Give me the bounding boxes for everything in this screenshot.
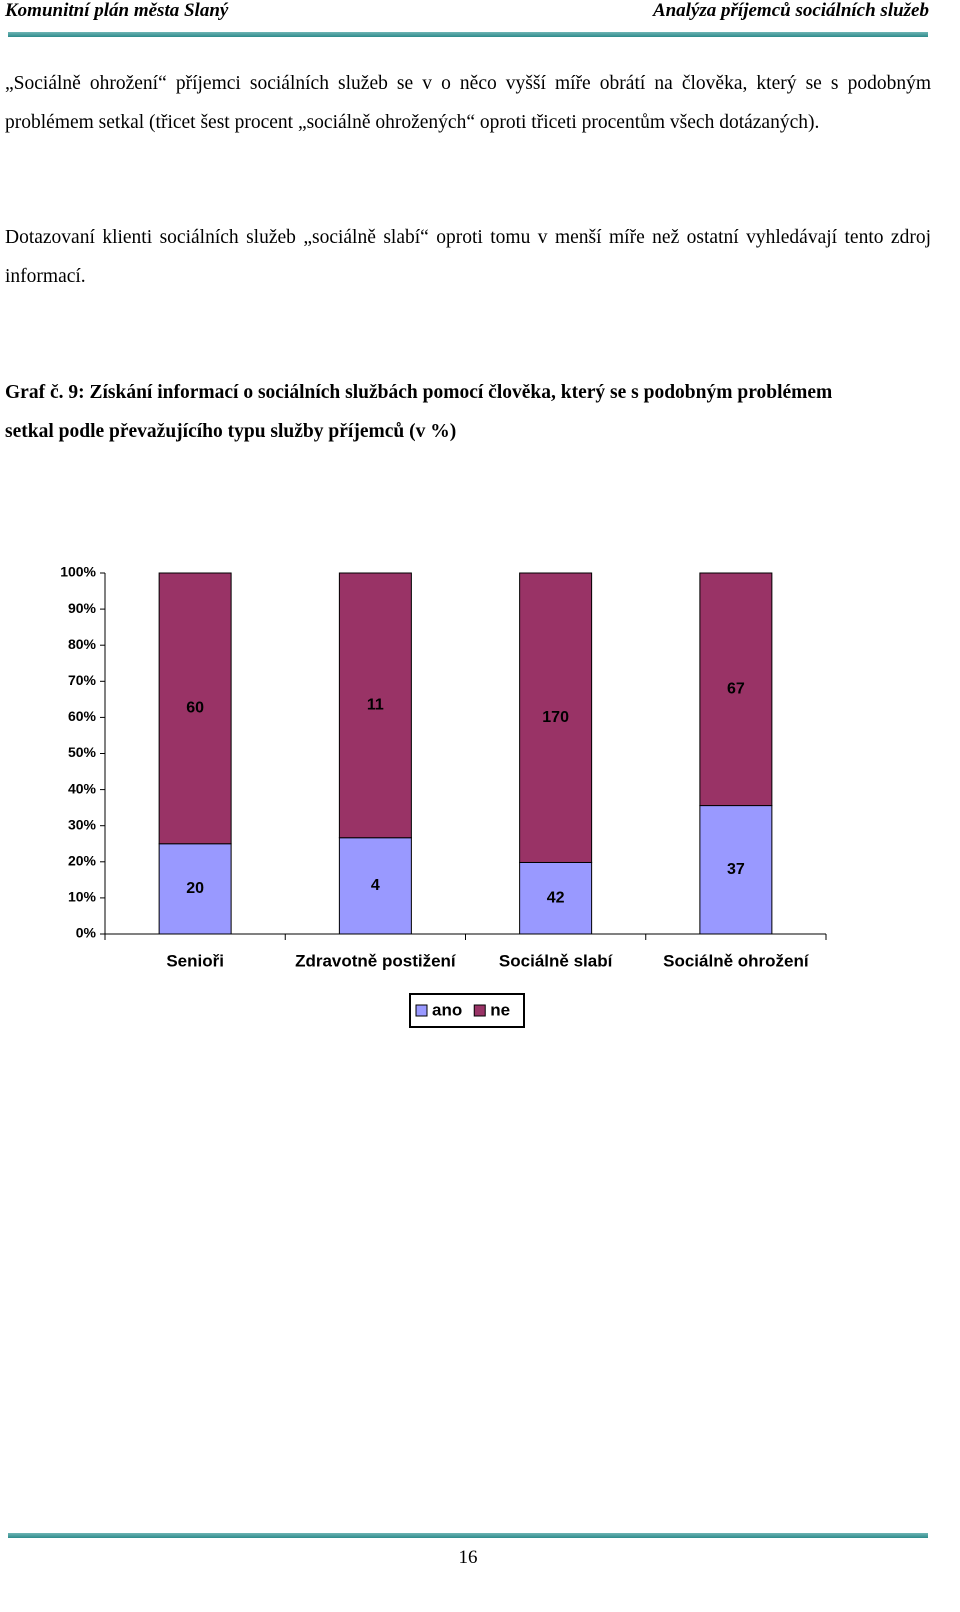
- data-label: 60: [186, 700, 204, 717]
- paragraph: Dotazovaní klienti sociálních služeb „so…: [5, 227, 931, 287]
- bar-segment: [699, 572, 773, 807]
- y-tick-label: 80%: [68, 636, 97, 652]
- data-label: 170: [542, 709, 569, 726]
- bar-segment: [519, 861, 593, 935]
- data-label: 42: [547, 889, 565, 906]
- paragraph: „Sociálně ohrožení“ příjemci sociálních …: [5, 73, 931, 133]
- chart: 0% 10% 20% 30% 40% 50% 60% 70% 80% 90% 100% 20 60 Sen…: [60, 564, 827, 1028]
- bar-segment: [519, 572, 593, 863]
- data-label: 67: [727, 681, 745, 698]
- x-tick-label: Sociálně ohrožení: [663, 951, 810, 970]
- bar-segment: [338, 572, 412, 839]
- x-tick-label: Senioři: [166, 951, 224, 970]
- legend-label: ne: [490, 1000, 510, 1019]
- legend-swatch: [415, 1004, 428, 1017]
- legend-swatch: [473, 1004, 486, 1017]
- y-tick-label: 30%: [68, 816, 97, 832]
- data-label: 37: [727, 861, 745, 878]
- legend-label: ano: [432, 1000, 462, 1019]
- footer-rule: [8, 1533, 928, 1538]
- y-tick-label: 60%: [68, 708, 97, 724]
- y-tick-label: 10%: [68, 889, 97, 905]
- x-tick-label: Zdravotně postižení: [295, 951, 457, 970]
- x-tick-label: Sociálně slabí: [499, 951, 614, 970]
- data-label: 11: [367, 697, 384, 714]
- y-tick-label: 0%: [76, 925, 97, 941]
- header-right: Analýza příjemců sociálních služeb: [652, 0, 929, 21]
- y-tick-label: 40%: [68, 780, 97, 796]
- bar-segment: [158, 572, 232, 845]
- bar-segment: [158, 843, 232, 935]
- y-tick-label: 100%: [60, 564, 96, 580]
- header-rule: [8, 32, 928, 37]
- y-tick-label: 50%: [68, 744, 97, 760]
- data-label: 20: [186, 880, 204, 897]
- bar-segment: [699, 805, 773, 935]
- page-number: 16: [458, 1547, 478, 1568]
- legend-box: [409, 993, 525, 1028]
- caption: Graf č. 9: Získání informací o sociálníc…: [5, 382, 833, 442]
- y-tick-label: 70%: [68, 672, 97, 688]
- y-tick-label: 20%: [68, 853, 97, 869]
- header-left: Komunitní plán města Slaný: [5, 0, 229, 21]
- data-label: 4: [371, 877, 380, 894]
- y-tick-label: 90%: [68, 600, 97, 616]
- bar-segment: [338, 837, 412, 935]
